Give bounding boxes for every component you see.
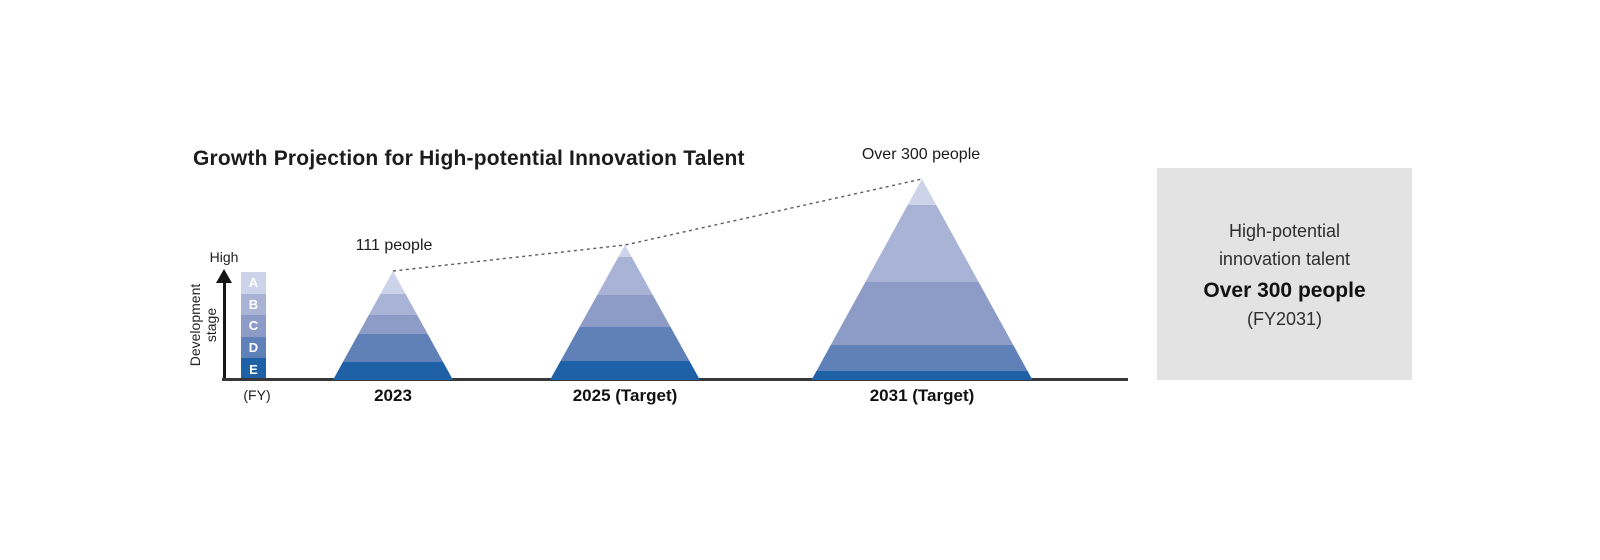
pyramid-layer-e — [550, 360, 700, 380]
pyramid-layer-a — [811, 179, 1033, 205]
stage-legend: A B C D E — [241, 272, 266, 380]
x-tick-2031: 2031 (Target) — [869, 386, 975, 405]
x-axis-unit-label: (FY) — [243, 387, 271, 403]
y-axis-arrow-line — [223, 282, 226, 380]
pyramid-layer-d — [550, 326, 700, 361]
stage-box-a: A — [241, 272, 266, 294]
pyramid-layer-a — [550, 245, 700, 257]
pyramid-layer-c — [333, 315, 453, 334]
pyramid-layer-a — [333, 271, 453, 295]
stage-label-e: E — [249, 361, 258, 377]
x-tick-2025: 2025 (Target) — [572, 386, 678, 405]
summary-panel: High-potential innovation talent Over 30… — [1157, 168, 1412, 380]
stage-label-d: D — [248, 340, 259, 356]
pyramid-layer-d — [811, 345, 1033, 371]
pyramid-layer-b — [811, 204, 1033, 282]
stage-box-c: C — [241, 315, 266, 337]
chart-title: Growth Projection for High-potential Inn… — [193, 147, 745, 170]
count-label-2031: Over 300 people — [861, 146, 981, 163]
pyramid-layer-e — [811, 370, 1033, 380]
pyramid-2031 — [811, 179, 1033, 380]
summary-highlight: Over 300 people — [1203, 278, 1366, 302]
y-axis-high-label: High — [209, 249, 239, 265]
pyramid-layer-e — [333, 361, 453, 380]
summary-line1: High-potential — [1228, 220, 1341, 241]
x-tick-2023: 2023 — [374, 386, 412, 405]
pyramid-2023 — [333, 271, 453, 380]
y-axis-label: Development stage — [187, 275, 221, 375]
up-arrow-icon — [216, 269, 232, 283]
pyramid-layer-d — [333, 333, 453, 362]
stage-label-c: C — [248, 318, 259, 334]
y-axis-label-line1: Development — [187, 283, 203, 367]
summary-subtext: (FY2031) — [1246, 308, 1323, 329]
summary-line2: innovation talent — [1218, 248, 1351, 269]
y-axis-label-line2: stage — [203, 307, 219, 343]
stage-label-b: B — [248, 296, 259, 312]
pyramid-layer-c — [811, 281, 1033, 345]
count-label-2023: 111 people — [355, 237, 433, 254]
pyramid-layer-b — [333, 294, 453, 316]
pyramid-2025 — [550, 245, 700, 380]
stage-box-e: E — [241, 358, 266, 380]
stage-label-a: A — [248, 275, 259, 291]
pyramid-layer-b — [550, 257, 700, 295]
pyramid-layer-c — [550, 294, 700, 327]
stage-box-b: B — [241, 293, 266, 316]
stage-box-d: D — [241, 336, 266, 359]
